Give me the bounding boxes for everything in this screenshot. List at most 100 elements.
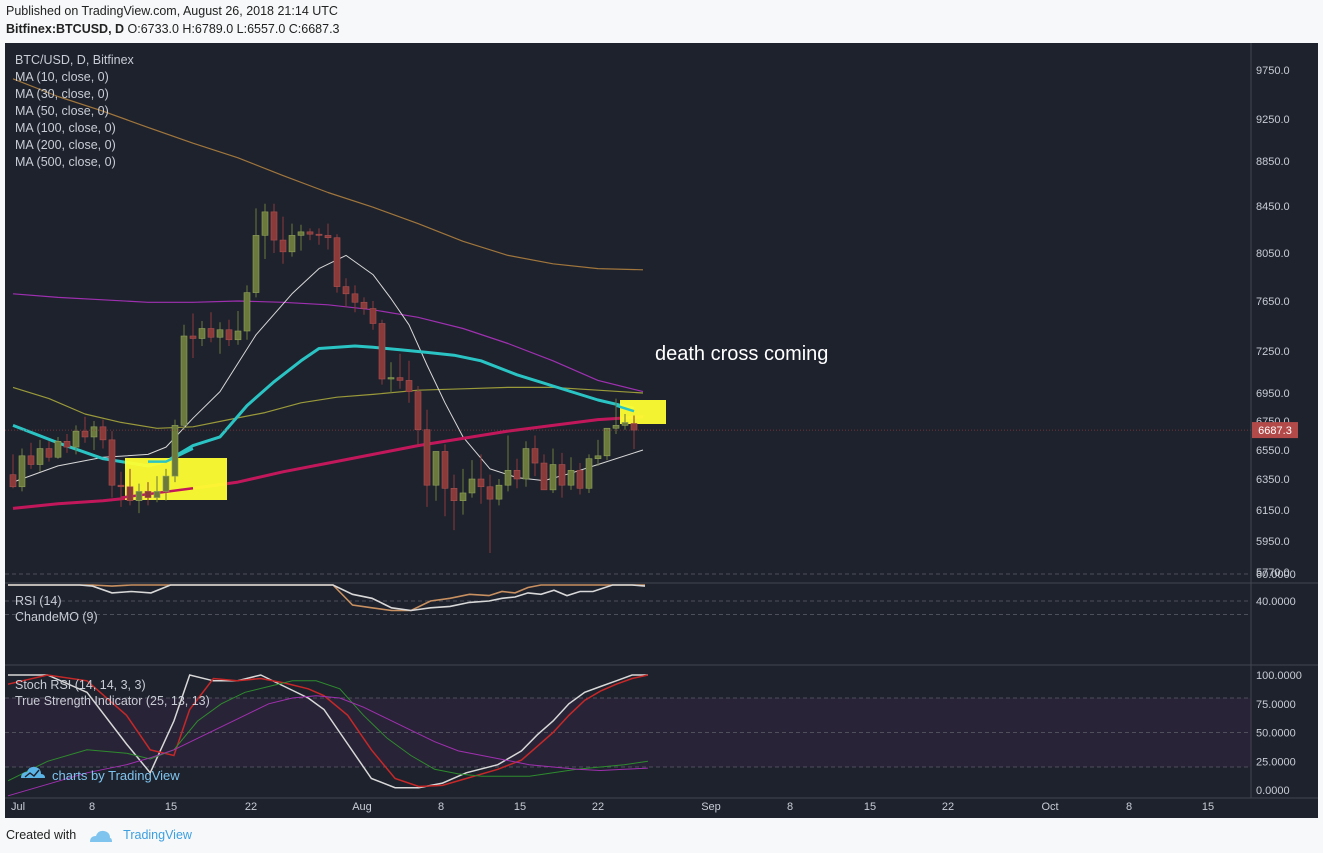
ma-legend-item: MA (10, close, 0): [15, 70, 109, 84]
footer-brand[interactable]: TradingView: [123, 828, 192, 842]
stoch-tick-label: 25.0000: [1256, 756, 1296, 768]
stoch-tick-label: 75.0000: [1256, 699, 1296, 711]
candle-body: [153, 491, 161, 498]
candle-body: [180, 335, 188, 426]
candle-body: [558, 464, 566, 486]
main-title: BTC/USD, D, Bitfinex: [15, 53, 135, 67]
stoch-d-line: [7, 674, 649, 788]
candle-body: [234, 330, 242, 341]
ma500-line: [12, 78, 644, 271]
candle-body: [63, 440, 71, 448]
stoch-pane[interactable]: [5, 674, 1251, 797]
ma30-line-segment: [615, 404, 635, 413]
candle-body: [594, 455, 602, 459]
time-tick-label: Aug: [352, 801, 372, 813]
candle-body: [495, 484, 503, 500]
candle-body: [504, 469, 512, 486]
ma-legend-item: MA (500, close, 0): [15, 155, 116, 169]
price-tick-label: 8850.0: [1256, 156, 1290, 168]
price-tick-label: 5770.0: [1256, 567, 1290, 579]
candle-body: [198, 328, 206, 339]
candle-body: [144, 491, 152, 498]
watermark: charts by TradingView: [21, 766, 180, 783]
price-tick-label: 5950.0: [1256, 536, 1290, 548]
time-tick-label: Jul: [11, 801, 25, 813]
tradingview-cloud-icon: [21, 766, 45, 778]
ma50-line: [12, 386, 644, 429]
time-tick-label: 8: [438, 801, 444, 813]
price-tick-label: 9750.0: [1256, 65, 1290, 77]
candle-body: [333, 237, 341, 287]
ma100-line: [12, 293, 644, 393]
rsi-tick-label: 40.0000: [1256, 596, 1296, 608]
candle-body: [414, 391, 422, 431]
candle-body: [171, 425, 179, 477]
candle-body: [567, 469, 575, 486]
time-tick-label: Oct: [1041, 801, 1058, 813]
candle-body: [135, 491, 143, 501]
time-tick-label: 22: [942, 801, 954, 813]
time-tick-label: 8: [787, 801, 793, 813]
candle-body: [387, 377, 395, 380]
candle-body: [378, 323, 386, 380]
candle-body: [36, 448, 44, 465]
time-tick-label: Sep: [701, 801, 721, 813]
time-tick-label: 15: [165, 801, 177, 813]
ma-legend-item: MA (200, close, 0): [15, 138, 116, 152]
candle-body: [621, 422, 629, 426]
tradingview-logo-icon: [89, 830, 112, 842]
candle-body: [405, 380, 413, 392]
candle-body: [315, 233, 323, 236]
footer-created-with: Created with: [6, 828, 77, 842]
last-price-tag: [1252, 422, 1298, 439]
candle-body: [423, 429, 431, 486]
candle-body: [108, 439, 116, 486]
price-tick-label: 6950.0: [1256, 388, 1290, 400]
time-tick-label: 15: [1202, 801, 1214, 813]
candle-body: [225, 329, 233, 341]
price-tick-label: 7650.0: [1256, 296, 1290, 308]
chart-canvas[interactable]: 9750.0 9250.0 8850.0 8450.0 8050.0 7650.0 7250…: [5, 43, 1318, 818]
rsi-legend-item: ChandeMO (9): [15, 610, 98, 624]
candle-body: [27, 455, 35, 465]
candle-body: [522, 448, 530, 480]
price-tick-label: 8450.0: [1256, 201, 1290, 213]
rsi-tick-label: 60.0000: [1256, 569, 1296, 581]
candle-body: [99, 426, 107, 441]
candle-body: [513, 469, 521, 480]
candle-body: [45, 448, 53, 458]
candle-body: [612, 425, 620, 429]
tsi-signal-line: [7, 695, 648, 797]
candle-body: [261, 211, 269, 236]
ma-legend-item: MA (30, close, 0): [15, 87, 109, 101]
candle-body: [270, 211, 278, 241]
candle-body: [81, 430, 89, 438]
price-tick-label: 8050.0: [1256, 248, 1290, 260]
candle-body: [54, 440, 62, 458]
highlight-box-death-cross: [620, 400, 666, 424]
candle-body: [117, 484, 125, 488]
candle-body: [162, 475, 170, 492]
candle-body: [369, 308, 377, 324]
stoch-tick-label: 50.0000: [1256, 728, 1296, 740]
price-tick-label: 6550.0: [1256, 445, 1290, 457]
candle-body: [477, 478, 485, 488]
main-price-pane[interactable]: [5, 78, 1251, 554]
rsi-pane[interactable]: [5, 573, 1251, 615]
candle-body: [540, 462, 548, 491]
candle-body: [531, 448, 539, 464]
candle-body: [396, 377, 404, 381]
candle-body: [360, 301, 368, 309]
footer: Created with TradingView: [6, 828, 192, 843]
legends: BTC/USD, D, Bitfinex MA (10, close, 0) MA …: [15, 53, 210, 708]
candle-body: [207, 328, 215, 338]
time-tick-label: 8: [89, 801, 95, 813]
candle-body: [216, 329, 224, 338]
ma30-line-segment: [148, 447, 194, 463]
price-tick-label: 6150.0: [1256, 505, 1290, 517]
candle-body: [9, 474, 17, 488]
candle-body: [432, 451, 440, 486]
candle-body: [72, 430, 80, 448]
published-line: Published on TradingView.com, August 26,…: [6, 4, 338, 18]
candle-body: [252, 235, 260, 293]
